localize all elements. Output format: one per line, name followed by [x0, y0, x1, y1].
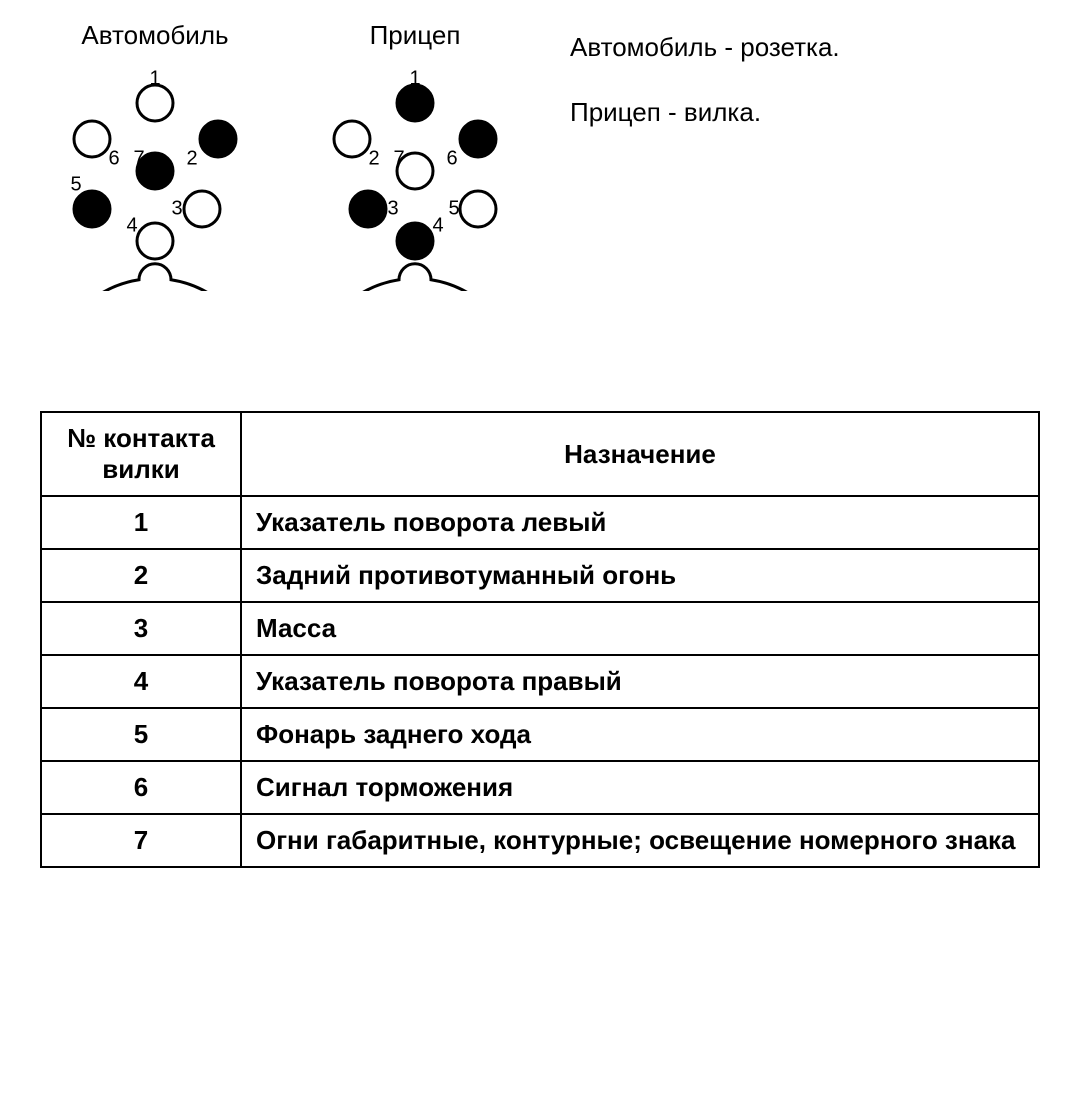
- side-text-line2: Прицеп - вилка.: [570, 89, 840, 136]
- pin-circle: [460, 121, 496, 157]
- table-header-desc: Назначение: [241, 412, 1039, 496]
- connectors-row: Автомобиль1234567Прицеп1234567: [40, 20, 530, 291]
- pin-label: 5: [70, 173, 81, 195]
- side-text-block: Автомобиль - розетка. Прицеп - вилка.: [570, 20, 840, 154]
- table-row: 5Фонарь заднего хода: [41, 708, 1039, 761]
- table-cell-num: 6: [41, 761, 241, 814]
- pin-circle: [137, 223, 173, 259]
- pin-label: 7: [133, 147, 144, 169]
- pin-circle: [74, 121, 110, 157]
- connector-outline: [50, 264, 260, 291]
- pin-label: 2: [186, 147, 197, 169]
- table-cell-desc: Сигнал торможения: [241, 761, 1039, 814]
- pin-circle: [350, 191, 386, 227]
- table-row: 7Огни габаритные, контурные; освещение н…: [41, 814, 1039, 867]
- pin-circle: [200, 121, 236, 157]
- pin-circle: [74, 191, 110, 227]
- pin-label: 2: [368, 147, 379, 169]
- table-cell-num: 2: [41, 549, 241, 602]
- table-header-row: № контакта вилки Назначение: [41, 412, 1039, 496]
- table-body: 1Указатель поворота левый2Задний противо…: [41, 496, 1039, 867]
- table-header-num: № контакта вилки: [41, 412, 241, 496]
- pin-circle: [397, 85, 433, 121]
- pin-label: 1: [149, 67, 160, 89]
- pin-label: 5: [448, 197, 459, 219]
- connector-title: Прицеп: [370, 20, 461, 51]
- pin-label: 3: [171, 197, 182, 219]
- table-cell-desc: Указатель поворота правый: [241, 655, 1039, 708]
- table-cell-desc: Масса: [241, 602, 1039, 655]
- side-text-line1: Автомобиль - розетка.: [570, 24, 840, 71]
- pin-label: 7: [393, 147, 404, 169]
- top-section: Автомобиль1234567Прицеп1234567 Автомобил…: [40, 20, 1040, 291]
- table-cell-desc: Фонарь заднего хода: [241, 708, 1039, 761]
- pin-label: 4: [126, 214, 137, 236]
- pin-circle: [397, 223, 433, 259]
- pinout-table: № контакта вилки Назначение 1Указатель п…: [40, 411, 1040, 868]
- pin-circle: [334, 121, 370, 157]
- pin-circle: [137, 85, 173, 121]
- table-cell-desc: Указатель поворота левый: [241, 496, 1039, 549]
- table-cell-num: 5: [41, 708, 241, 761]
- connector-outline: [310, 264, 520, 291]
- table-cell-num: 1: [41, 496, 241, 549]
- connector-block-1: Прицеп 1 2 3 45 6 7: [300, 20, 530, 291]
- table-row: 1Указатель поворота левый: [41, 496, 1039, 549]
- connector-diagram: 1 2 3 4 5 67: [40, 61, 270, 291]
- connector-title: Автомобиль: [81, 20, 228, 51]
- pin-label: 3: [387, 197, 398, 219]
- pin-label: 4: [432, 214, 443, 236]
- table-cell-num: 4: [41, 655, 241, 708]
- table-row: 2Задний противотуманный огонь: [41, 549, 1039, 602]
- pin-label: 1: [409, 67, 420, 89]
- table-row: 6Сигнал торможения: [41, 761, 1039, 814]
- connector-block-0: Автомобиль 1 2 3 4 5 67: [40, 20, 270, 291]
- table-cell-num: 7: [41, 814, 241, 867]
- pin-label: 6: [446, 147, 457, 169]
- pin-circle: [184, 191, 220, 227]
- pin-circle: [460, 191, 496, 227]
- table-row: 4Указатель поворота правый: [41, 655, 1039, 708]
- table-cell-num: 3: [41, 602, 241, 655]
- table-cell-desc: Задний противотуманный огонь: [241, 549, 1039, 602]
- table-cell-desc: Огни габаритные, контурные; освещение но…: [241, 814, 1039, 867]
- pin-label: 6: [108, 147, 119, 169]
- table-row: 3Масса: [41, 602, 1039, 655]
- connector-diagram: 1 2 3 45 6 7: [300, 61, 530, 291]
